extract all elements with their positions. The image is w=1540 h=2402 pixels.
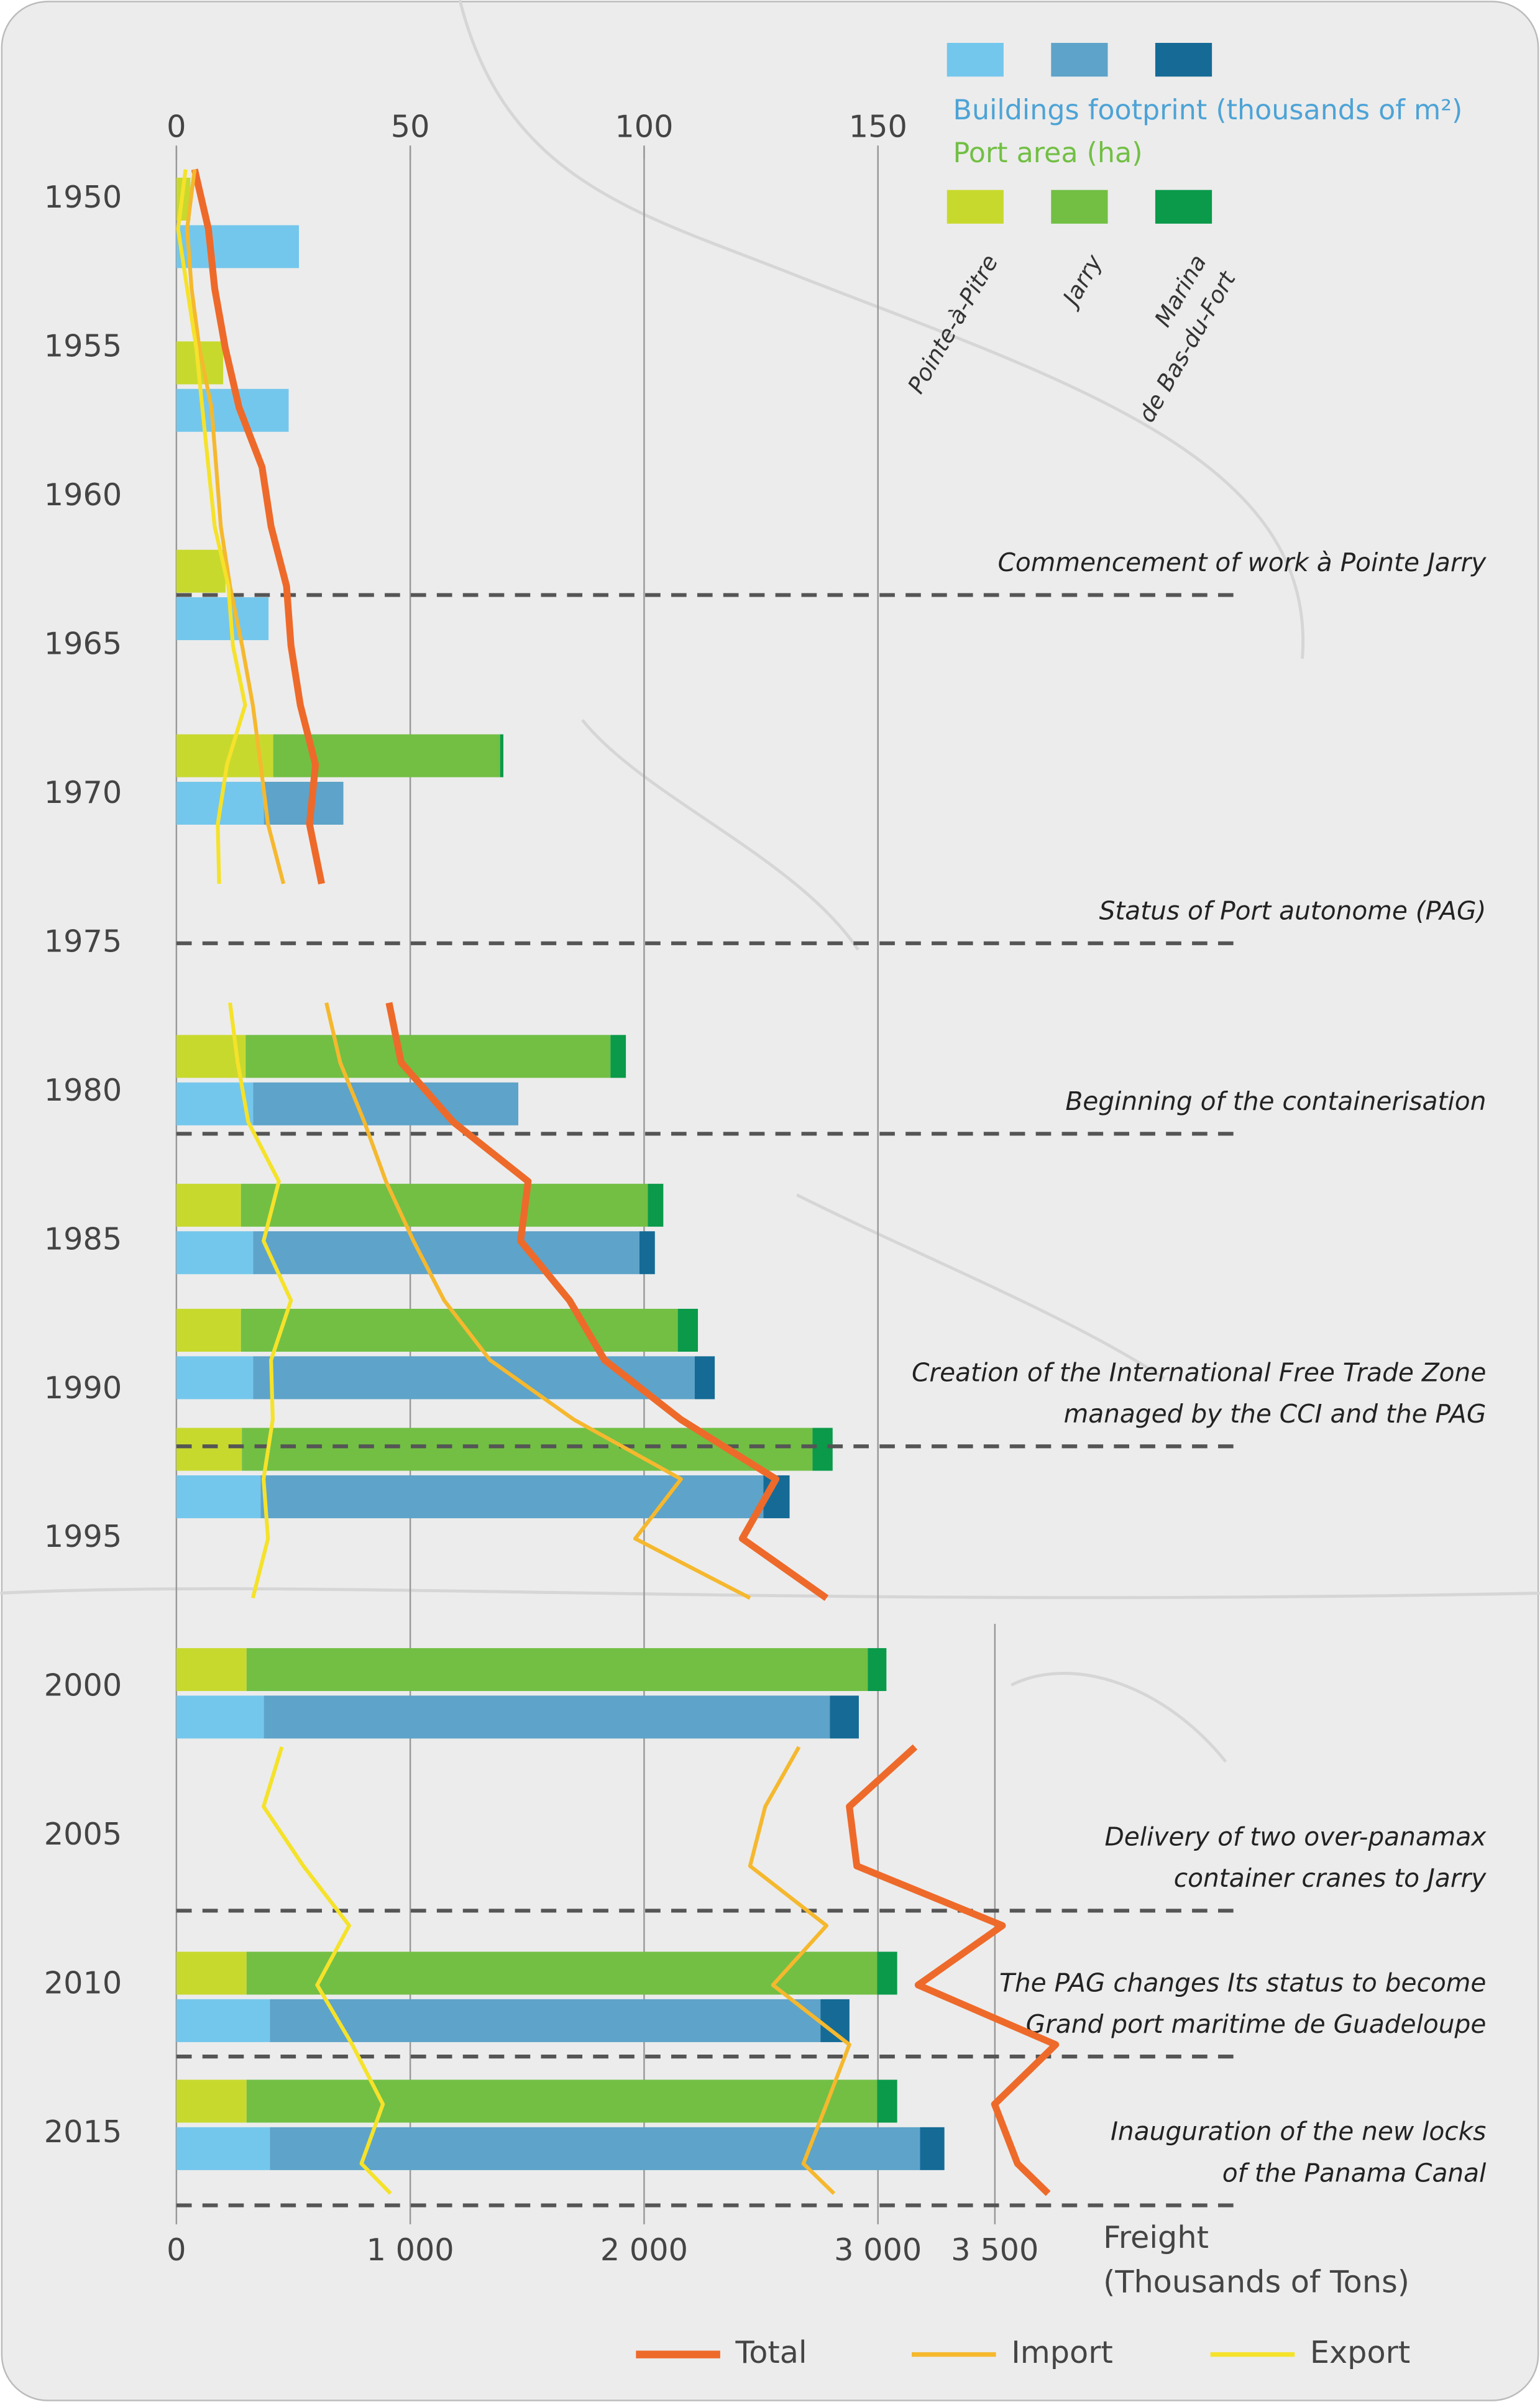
bar-segment xyxy=(877,1951,897,1994)
year-label: 2000 xyxy=(44,1667,122,1703)
bar-segment xyxy=(176,1356,253,1399)
bar-segment xyxy=(176,225,299,268)
bar-segment xyxy=(812,1428,832,1471)
legend-swatch xyxy=(947,190,1004,224)
bar-segment xyxy=(176,1309,241,1352)
year-label: 1995 xyxy=(44,1518,122,1554)
top-tick-label: 50 xyxy=(391,109,430,145)
annotation-text: of the Panama Canal xyxy=(1222,2158,1487,2188)
bar-segment xyxy=(176,1428,242,1471)
bar-segment xyxy=(678,1309,698,1352)
legend-swatch xyxy=(1155,43,1212,76)
bar-segment xyxy=(176,2127,270,2170)
x-tick-label: 2 000 xyxy=(600,2232,688,2268)
year-label: 1990 xyxy=(44,1370,122,1406)
year-label: 1955 xyxy=(44,328,122,364)
bar-segment xyxy=(176,389,289,432)
bar-segment xyxy=(176,2079,247,2122)
x-tick-label: 3 500 xyxy=(951,2232,1038,2268)
bar-segment xyxy=(241,1184,648,1227)
bar-segment xyxy=(264,1695,830,1738)
bar-segment xyxy=(176,550,226,593)
x-axis-label: (Thousands of Tons) xyxy=(1103,2264,1409,2300)
year-label: 2015 xyxy=(44,2114,122,2150)
legend-label: Import xyxy=(1011,2334,1113,2370)
year-label: 1965 xyxy=(44,625,122,661)
legend-swatch xyxy=(1155,190,1212,224)
top-tick-label: 150 xyxy=(849,109,907,145)
annotation-text: managed by the CCI and the PAG xyxy=(1064,1399,1487,1429)
bar-segment xyxy=(245,1035,610,1078)
bar-segment xyxy=(176,1695,264,1738)
legend-port: Port area (ha) xyxy=(953,137,1143,169)
top-tick-label: 0 xyxy=(167,109,186,145)
bar-segment xyxy=(868,1648,886,1691)
bar-segment xyxy=(176,1475,260,1518)
annotation-text: Inauguration of the new locks xyxy=(1111,2117,1486,2147)
annotation-text: container cranes to Jarry xyxy=(1174,1863,1487,1893)
legend-label: Export xyxy=(1310,2334,1410,2370)
bar-segment xyxy=(247,1648,868,1691)
legend-buildings: Buildings footprint (thousands of m²) xyxy=(953,94,1463,126)
bar-segment xyxy=(639,1231,655,1274)
x-tick-label: 3 000 xyxy=(834,2232,922,2268)
year-label: 1960 xyxy=(44,477,122,513)
bar-segment xyxy=(176,1184,241,1227)
annotation-text: The PAG changes Its status to become xyxy=(999,1968,1486,1997)
bar-segment xyxy=(270,1999,820,2042)
bar-segment xyxy=(176,1648,247,1691)
bar-segment xyxy=(500,735,503,777)
year-label: 1950 xyxy=(44,179,122,215)
x-axis-label: Freight xyxy=(1103,2219,1209,2255)
year-label: 1980 xyxy=(44,1072,122,1108)
bar-segment xyxy=(176,1951,247,1994)
bar-segment xyxy=(920,2127,945,2170)
bar-segment xyxy=(877,2079,897,2122)
annotation-text: Status of Port autonome (PAG) xyxy=(1099,896,1487,926)
legend-swatch xyxy=(1051,43,1107,76)
bar-segment xyxy=(241,1309,678,1352)
legend-swatch xyxy=(1051,190,1107,224)
bar-segment xyxy=(247,2079,878,2122)
bar-segment xyxy=(176,597,268,640)
bar-segment xyxy=(260,1475,763,1518)
annotation-text: Commencement of work à Pointe Jarry xyxy=(997,548,1487,577)
bar-segment xyxy=(253,1231,639,1274)
bar-segment xyxy=(830,1695,859,1738)
bar-segment xyxy=(176,1999,270,2042)
bar-segment xyxy=(264,782,344,825)
annotation-text: Beginning of the containerisation xyxy=(1065,1086,1486,1116)
top-tick-label: 100 xyxy=(615,109,673,145)
annotation-text: Creation of the International Free Trade… xyxy=(912,1357,1486,1387)
bar-segment xyxy=(176,1231,253,1274)
bar-segment xyxy=(610,1035,626,1078)
annotation-text: Delivery of two over-panamax xyxy=(1104,1822,1487,1852)
year-label: 2010 xyxy=(44,1965,122,2001)
x-tick-label: 0 xyxy=(167,2232,186,2268)
x-tick-label: 1 000 xyxy=(367,2232,454,2268)
chart: 0 50 100 150 1950 1955 1960 1965 1970 1975 1980 198… xyxy=(0,0,1540,2402)
bar-segment xyxy=(253,1083,518,1125)
legend-label: Total xyxy=(735,2334,807,2370)
year-label: 1985 xyxy=(44,1221,122,1257)
bar-segment xyxy=(648,1184,663,1227)
year-label: 2005 xyxy=(44,1816,122,1852)
legend-swatch xyxy=(947,43,1004,76)
year-label: 1975 xyxy=(44,923,122,959)
year-label: 1970 xyxy=(44,774,122,810)
annotation-text: Grand port maritime de Guadeloupe xyxy=(1026,2009,1487,2039)
bar-segment xyxy=(695,1356,715,1399)
